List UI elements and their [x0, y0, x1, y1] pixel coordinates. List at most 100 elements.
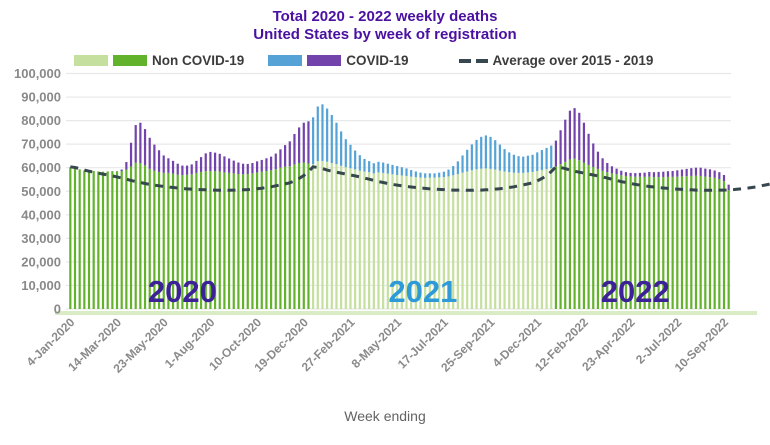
bar-covid	[307, 121, 310, 164]
bar-non-covid	[648, 176, 651, 309]
y-tick-label: 50,000	[21, 184, 61, 199]
bar-non-covid	[396, 175, 399, 309]
bar-non-covid	[386, 173, 389, 309]
bar-non-covid	[78, 169, 81, 309]
bar-covid	[564, 119, 567, 162]
bar-non-covid	[391, 174, 394, 309]
bar-covid	[358, 155, 361, 171]
bar-covid	[442, 171, 445, 178]
legend-label-average: Average over 2015 - 2019	[492, 53, 654, 68]
bar-covid	[368, 161, 371, 173]
bar-covid	[288, 141, 291, 167]
bar-covid	[405, 168, 408, 176]
bar-covid	[550, 145, 553, 169]
bar-non-covid	[620, 175, 623, 309]
bar-covid	[643, 172, 646, 177]
bar-covid	[629, 172, 632, 177]
bar-non-covid	[125, 169, 128, 309]
bar-non-covid	[722, 181, 726, 309]
bar-non-covid	[484, 168, 487, 309]
bar-covid	[708, 169, 712, 178]
year-label-2020: 2020	[148, 274, 217, 309]
bar-non-covid	[475, 169, 478, 309]
bar-covid	[190, 164, 193, 175]
bar-non-covid	[680, 176, 684, 309]
bar-covid	[676, 170, 679, 177]
bar-covid	[648, 171, 651, 177]
bar-non-covid	[260, 171, 263, 309]
bar-non-covid	[97, 171, 100, 309]
bar-covid	[312, 117, 315, 165]
bar-covid	[316, 106, 319, 162]
bar-non-covid	[419, 177, 422, 309]
bar-non-covid	[73, 168, 77, 309]
bar-non-covid	[167, 172, 170, 309]
chart-title: Total 2020 - 2022 weekly deaths United S…	[0, 8, 770, 44]
bar-non-covid	[480, 168, 483, 309]
bar-covid	[634, 173, 637, 177]
bar-non-covid	[428, 177, 431, 309]
average-line	[70, 165, 770, 192]
legend-label-non-covid: Non COVID-19	[152, 53, 245, 68]
bar-non-covid	[685, 176, 688, 309]
bar-non-covid	[279, 167, 282, 309]
bar-covid	[652, 172, 656, 178]
bar-covid	[568, 110, 572, 160]
bar-non-covid	[610, 173, 614, 309]
bar-non-covid	[181, 175, 184, 309]
bar-non-covid	[624, 175, 628, 309]
bar-non-covid	[83, 170, 86, 309]
bar-covid	[685, 168, 688, 177]
bar-non-covid	[545, 169, 548, 309]
bar-non-covid	[550, 168, 553, 309]
bar-covid	[195, 160, 198, 173]
bar-covid	[270, 156, 273, 171]
bar-covid	[260, 159, 263, 172]
bar-covid	[559, 130, 562, 165]
bar-covid	[246, 163, 249, 175]
bar-non-covid	[489, 168, 492, 309]
y-axis-labels: 0 10,000 20,000 30,000 40,000 50,000 60,000 70,…	[14, 66, 61, 317]
bar-covid	[680, 169, 684, 177]
bar-non-covid	[517, 172, 520, 309]
bar-non-covid	[382, 172, 385, 309]
bar-non-covid	[466, 171, 469, 309]
y-tick-label: 40,000	[21, 207, 61, 222]
bar-non-covid	[274, 169, 277, 309]
bar-non-covid	[199, 171, 203, 309]
bar-non-covid	[232, 173, 235, 309]
bar-covid	[204, 153, 207, 172]
bar-non-covid	[657, 177, 660, 309]
bar-non-covid	[578, 160, 581, 309]
bar-non-covid	[340, 165, 343, 309]
bar-covid	[396, 166, 399, 176]
bar-non-covid	[120, 170, 123, 309]
bar-non-covid	[111, 171, 114, 309]
bar-covid	[171, 160, 175, 174]
bar-covid	[540, 150, 544, 171]
bar-covid	[480, 136, 483, 169]
y-tick-label: 60,000	[21, 160, 61, 175]
bar-covid	[255, 161, 259, 173]
bar-non-covid	[162, 172, 165, 309]
bar-non-covid	[540, 170, 544, 309]
bar-non-covid	[573, 158, 576, 309]
y-tick-label: 30,000	[21, 231, 61, 246]
bar-covid	[620, 170, 623, 176]
bar-covid	[727, 184, 730, 191]
y-tick-label: 90,000	[21, 90, 61, 105]
bar-covid	[722, 175, 726, 182]
bar-covid	[363, 158, 366, 172]
bar-non-covid	[134, 162, 137, 309]
bar-covid	[386, 163, 389, 174]
bar-covid	[125, 162, 128, 170]
bar-covid	[227, 158, 231, 173]
bar-covid	[349, 144, 352, 169]
bar-non-covid	[512, 172, 515, 309]
y-tick-label: 70,000	[21, 137, 61, 152]
bar-non-covid	[92, 170, 95, 309]
bar-non-covid	[115, 171, 119, 309]
bar-covid	[503, 149, 506, 172]
bar-non-covid	[195, 172, 198, 309]
